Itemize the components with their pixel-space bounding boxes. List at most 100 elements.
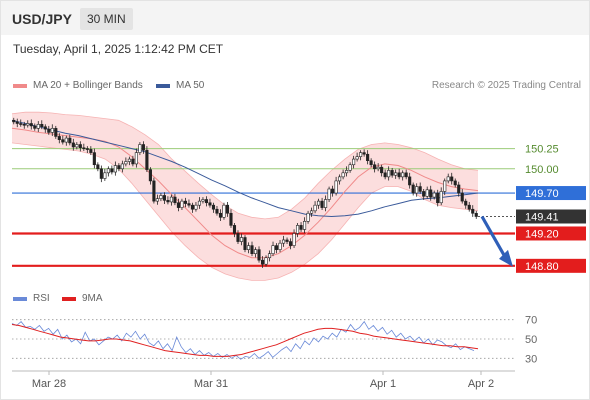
- rsi-series-9ma: [11, 324, 479, 357]
- ma50-line: [11, 119, 479, 218]
- candle: [373, 161, 377, 173]
- level-label-4: 149.20: [525, 228, 559, 240]
- candle: [257, 246, 261, 263]
- candle: [92, 148, 96, 169]
- candle: [141, 141, 145, 154]
- timeframe-button[interactable]: 30 MIN: [80, 8, 133, 30]
- datetime-label: Tuesday, April 1, 2025 1:12:42 PM CET: [13, 42, 224, 56]
- candle: [243, 235, 247, 253]
- candle: [106, 166, 110, 177]
- candle: [113, 161, 117, 176]
- candle: [173, 193, 177, 206]
- candle: [334, 176, 338, 196]
- candle: [474, 210, 478, 219]
- candle: [180, 198, 184, 211]
- candle: [22, 121, 26, 129]
- candle: [250, 241, 254, 257]
- candle: [145, 146, 149, 173]
- candle: [183, 197, 187, 208]
- bollinger-upper-line: [11, 111, 479, 220]
- candle: [436, 189, 440, 207]
- candle: [397, 168, 401, 180]
- level-labels: 150.25 150.00 149.70 149.41 149.20 148.80: [516, 144, 586, 273]
- candle: [239, 233, 244, 246]
- forecast-arrow-shaft: [480, 215, 507, 258]
- candle: [366, 150, 370, 165]
- candle: [425, 186, 429, 199]
- candle: [169, 194, 173, 206]
- legend-label-ma20: MA 20 + Bollinger Bands: [33, 80, 143, 91]
- candle: [411, 182, 415, 196]
- candle: [387, 166, 391, 181]
- level-label-0: 150.25: [525, 144, 559, 156]
- candle: [341, 169, 345, 180]
- candle: [36, 121, 40, 132]
- candle: [418, 182, 422, 194]
- candle: [236, 230, 240, 244]
- x-label-0: Mar 28: [32, 378, 66, 390]
- candle: [281, 235, 286, 247]
- candle: [54, 125, 58, 139]
- candle: [324, 195, 328, 212]
- candle: [362, 149, 366, 157]
- x-label-2: Apr 1: [370, 378, 396, 390]
- candle: [295, 222, 300, 238]
- candle: [110, 165, 114, 175]
- candle: [345, 166, 349, 177]
- candle: [292, 229, 296, 249]
- candle: [57, 133, 61, 144]
- candle: [40, 120, 44, 130]
- candle: [131, 155, 135, 167]
- candle: [264, 255, 268, 267]
- candle: [64, 135, 68, 146]
- candle: [15, 118, 19, 128]
- candle: [408, 172, 412, 189]
- candle: [68, 134, 72, 146]
- candle: [274, 243, 279, 254]
- candle: [467, 201, 471, 212]
- candle: [162, 192, 166, 204]
- candle: [338, 174, 342, 185]
- candle: [218, 209, 223, 221]
- level-label-5: 148.80: [525, 261, 559, 273]
- candle: [85, 146, 89, 154]
- candle: [453, 178, 457, 188]
- candle: [120, 160, 124, 173]
- candle: [124, 157, 128, 167]
- candle: [267, 250, 272, 262]
- candle: [204, 196, 209, 207]
- legend-9ma: 9MA: [62, 293, 103, 304]
- candle: [450, 172, 454, 185]
- candle: [352, 155, 356, 169]
- candle: [19, 119, 23, 127]
- level-tag-2: [516, 186, 586, 201]
- candle: [197, 197, 202, 209]
- legend-swatch-ma50: [156, 83, 170, 88]
- candle: [380, 164, 384, 177]
- candle: [190, 202, 195, 213]
- rsi-tick-1: 50: [525, 334, 537, 346]
- x-axis: Mar 28 Mar 31 Apr 1 Apr 2: [12, 370, 515, 390]
- candle: [394, 169, 398, 179]
- legend-ma20-bollinger: MA 20 + Bollinger Bands: [13, 80, 143, 91]
- candle: [299, 222, 303, 232]
- level-tag-3: [516, 209, 586, 224]
- candle: [369, 158, 373, 168]
- x-label-3: Apr 2: [468, 378, 494, 390]
- candle: [376, 163, 380, 172]
- candle: [148, 167, 152, 185]
- rsi-tick-2: 30: [525, 353, 537, 365]
- candle: [313, 201, 317, 214]
- candle: [303, 217, 307, 234]
- legend-swatch-9ma: [62, 296, 76, 301]
- candle: [215, 205, 219, 216]
- candle: [415, 183, 419, 197]
- candle: [211, 202, 216, 213]
- forecast-arrow: [480, 215, 513, 267]
- candle: [187, 199, 191, 208]
- candle: [43, 124, 47, 133]
- legend-rsi: RSI: [13, 293, 50, 304]
- header-bar: USD/JPY 30 MIN: [1, 1, 589, 35]
- candle: [225, 201, 230, 217]
